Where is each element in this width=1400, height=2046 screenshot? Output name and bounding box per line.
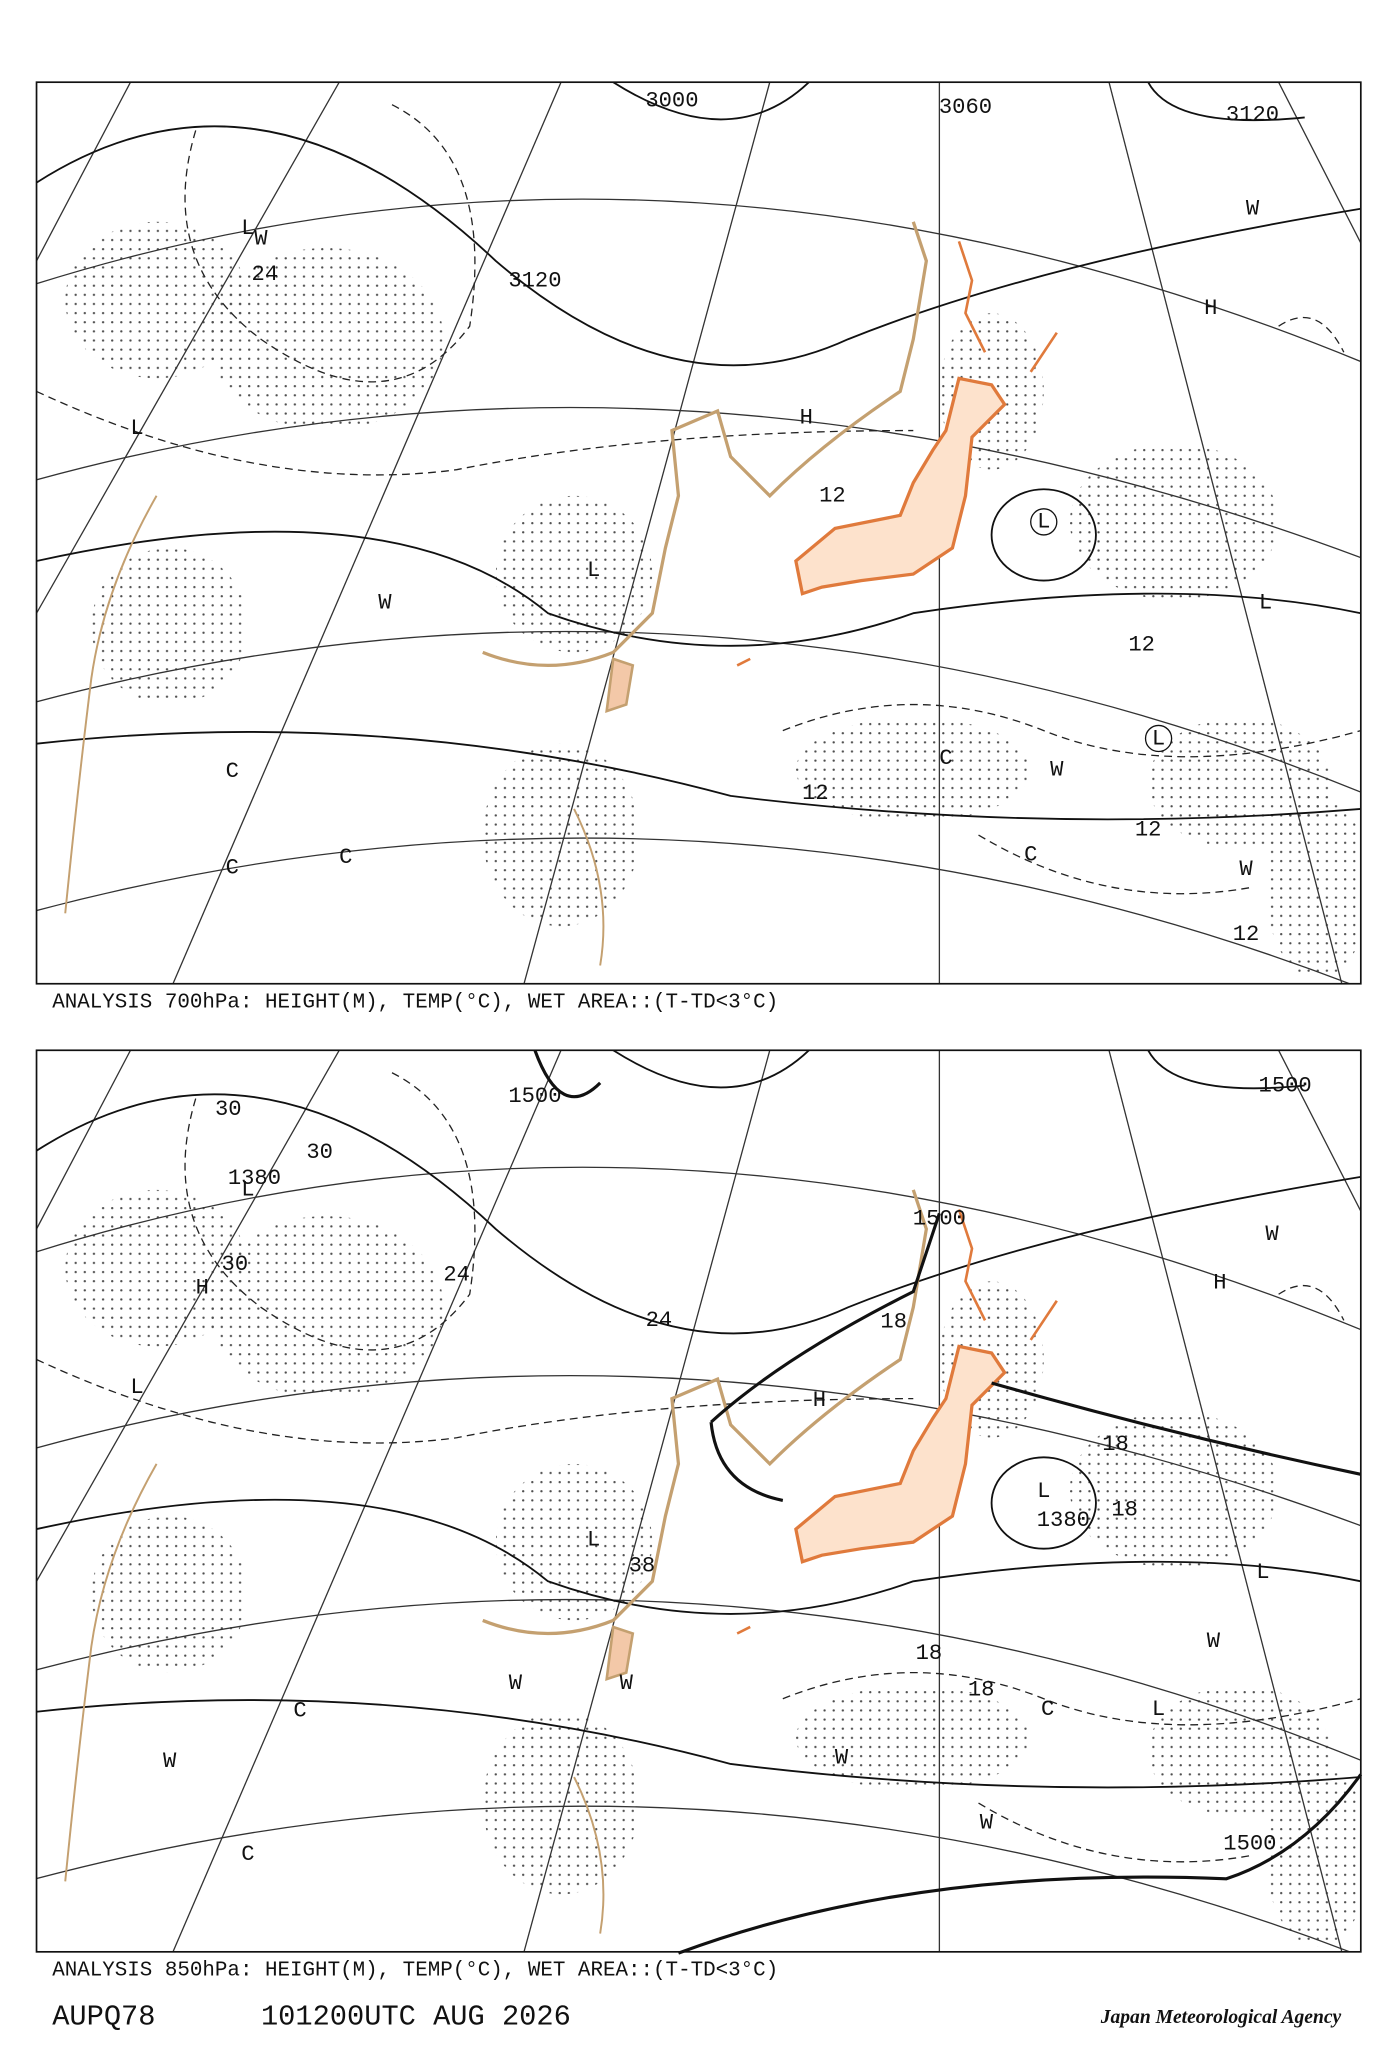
map-label: 18 [916,1641,943,1666]
map-label: 30 [222,1252,249,1277]
map-label: C [226,759,239,784]
map-label: W [620,1671,634,1696]
map-label: C [226,855,239,880]
map-labels: 3000 3060 3120 3120 L L L L H H W W W W W C C C C C 12 12 12 12… [130,88,1311,1867]
map-label: 1380 [1037,1508,1090,1533]
agency: Japan Meteorological Agency [1100,2007,1342,2028]
map-label: L [587,1527,600,1552]
map-label: 24 [252,262,279,287]
map-label: W [835,1745,849,1770]
map-label: C [339,845,352,870]
map-label: 3060 [939,95,992,120]
map-label: 12 [802,781,829,806]
map-label: H [196,1276,209,1301]
map-label: L [1152,726,1165,751]
map-label: L [130,1375,143,1400]
chart-code: AUPQ78 [52,2001,155,2034]
map-label: 12 [1233,922,1260,947]
map-label: W [1050,758,1064,783]
map-label: L [1259,591,1272,616]
map-label: W [1207,1629,1221,1654]
map-label: W [1265,1222,1279,1247]
map-label: 38 [629,1553,656,1578]
map-label: 18 [880,1310,907,1335]
map-label: L [1037,1479,1050,1504]
map-label: L [241,1178,254,1203]
map-label: W [254,227,268,252]
map-label: C [939,746,952,771]
map-label: 18 [968,1677,995,1702]
map-label: W [980,1811,994,1836]
map-label: H [813,1388,826,1413]
map-label: 12 [819,484,846,509]
map-label: 12 [1128,632,1155,657]
map-label: C [241,1842,254,1867]
contour-1500 [533,1049,1363,1955]
map-label: 1500 [1259,1073,1312,1098]
map-label: H [1204,296,1217,321]
map-label: L [130,416,143,441]
map-label: 3120 [1226,103,1279,128]
map-label: 1500 [1223,1831,1276,1856]
map-label: 1500 [508,1084,561,1109]
map-label: 18 [1111,1497,1138,1522]
map-label: 1500 [913,1206,966,1231]
map-label: 30 [215,1097,242,1122]
map-label: L [1256,1560,1269,1585]
map-label: 18 [1102,1432,1129,1457]
low-circle [1030,508,1058,536]
map-label: 24 [646,1308,673,1333]
map-label: 12 [1135,818,1162,843]
map-label: 3120 [508,268,561,293]
map-label: C [1041,1697,1054,1722]
map-label: W [163,1749,177,1774]
map-label: 1380 [228,1166,281,1191]
map-label: W [378,591,392,616]
map-label: W [1239,857,1253,882]
map-label: 3000 [645,88,698,113]
map-label: C [293,1698,306,1723]
map-label: C [1024,842,1037,867]
map-label: W [1246,197,1260,222]
map-label: L [1152,1697,1165,1722]
map-label: L [1037,510,1050,535]
map-label: 30 [306,1140,333,1165]
caption-700: ANALYSIS 700hPa: HEIGHT(M), TEMP(°C), WE… [52,992,778,1015]
map-label: L [587,558,600,583]
map-label: H [1213,1270,1226,1295]
map-label: H [800,405,813,430]
caption-850: ANALYSIS 850hPa: HEIGHT(M), TEMP(°C), WE… [52,1960,778,1983]
map-label: L [241,216,254,241]
map-label: W [509,1671,523,1696]
maps: 3000 3060 3120 3120 L L L L H H W W W W W C C C C C 12 12 12 12… [26,82,1370,2034]
map-label: 24 [443,1263,470,1288]
valid-time: 101200UTC AUG 2026 [261,2001,571,2034]
low-circle [1144,724,1173,753]
